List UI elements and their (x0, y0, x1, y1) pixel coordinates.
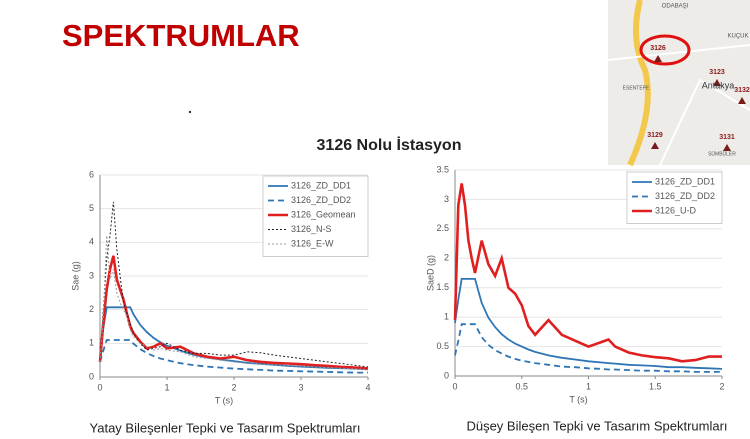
y-tick-label: 3.5 (436, 164, 449, 174)
y-tick-label: 5 (89, 203, 94, 213)
map-label: ESENTEPE (623, 85, 650, 91)
map-label: 3126 (650, 45, 666, 52)
x-tick-label: 2 (231, 382, 236, 392)
series-line (98, 255, 369, 370)
series-line (453, 183, 722, 363)
map-label: 3132 (734, 87, 750, 94)
x-tick-label: 2 (719, 381, 724, 391)
legend-label: 3126_Geomean (291, 209, 356, 219)
map (607, 0, 750, 167)
y-tick-label: 1 (444, 312, 449, 322)
legend-label: 3126_ZD_DD1 (655, 176, 715, 186)
x-axis-label: T (s) (215, 395, 233, 405)
legend-label: 3126_ZD_DD1 (291, 180, 351, 190)
series-line (454, 278, 723, 370)
station-marker (651, 142, 659, 149)
map-label: 3129 (647, 132, 663, 139)
series-line (99, 201, 369, 368)
y-tick-label: 0 (444, 370, 449, 380)
station-marker (738, 97, 746, 104)
map-label: KUÇUK (727, 34, 748, 40)
station-marker (713, 79, 721, 86)
highlight (639, 34, 691, 66)
legend-label: 3126_ZD_DD2 (655, 191, 715, 201)
y-tick-label: 6 (89, 169, 94, 179)
y-tick-label: 2 (89, 304, 94, 314)
x-tick-label: 1 (164, 382, 169, 392)
series-line (99, 339, 368, 374)
map-label: 3131 (719, 134, 735, 141)
map-label: 3123 (709, 69, 725, 76)
y-tick-label: 4 (89, 237, 94, 247)
y-tick-label: 0 (89, 371, 94, 381)
y-tick-label: 1.5 (436, 282, 449, 292)
station-title: 3126 Nolu İstasyon (317, 136, 462, 154)
map-bg (608, 0, 750, 165)
station-marker (723, 144, 731, 151)
y-tick-label: 3 (89, 270, 94, 280)
x-tick-label: 1 (586, 381, 591, 391)
caption: Düşey Bileşen Tepki ve Tasarım Spektruml… (466, 418, 727, 433)
x-tick-label: 0 (97, 382, 102, 392)
y-axis-label: SaeD (g) (425, 255, 435, 291)
dot (188, 110, 192, 114)
y-tick-label: 2.5 (436, 223, 449, 233)
y-axis-label: Sae (g) (70, 261, 80, 291)
legend-box (626, 171, 723, 224)
x-tick-label: 3 (298, 382, 303, 392)
legend-label: 3126_U-D (655, 205, 697, 215)
x-axis-label: T (s) (569, 394, 587, 404)
legend-label: 3126_N-S (291, 224, 332, 234)
series-line (99, 235, 369, 371)
legend-label: 3126_ZD_DD2 (291, 195, 351, 205)
road (607, 44, 750, 166)
x-tick-label: 1.5 (649, 381, 662, 391)
map-label: ODABAŞI (662, 4, 689, 10)
x-tick-label: 0 (452, 381, 457, 391)
x-tick-label: 4 (365, 382, 370, 392)
series-line (454, 323, 722, 373)
y-tick-label: 1 (89, 338, 94, 348)
station-marker (654, 55, 662, 62)
y-tick-label: 2 (444, 253, 449, 263)
map-label: Antakya (702, 80, 735, 90)
y-tick-label: 0.5 (436, 341, 449, 351)
map-label: SÜMBÜLER (708, 150, 736, 157)
y-tick-label: 3 (444, 194, 449, 204)
road (627, 0, 651, 167)
caption: Yatay Bileşenler Tepki ve Tasarım Spektr… (90, 420, 361, 435)
x-tick-label: 0.5 (515, 381, 528, 391)
legend-label: 3126_E-W (291, 238, 334, 248)
slide-title: SPEKTRUMLAR (62, 18, 300, 53)
